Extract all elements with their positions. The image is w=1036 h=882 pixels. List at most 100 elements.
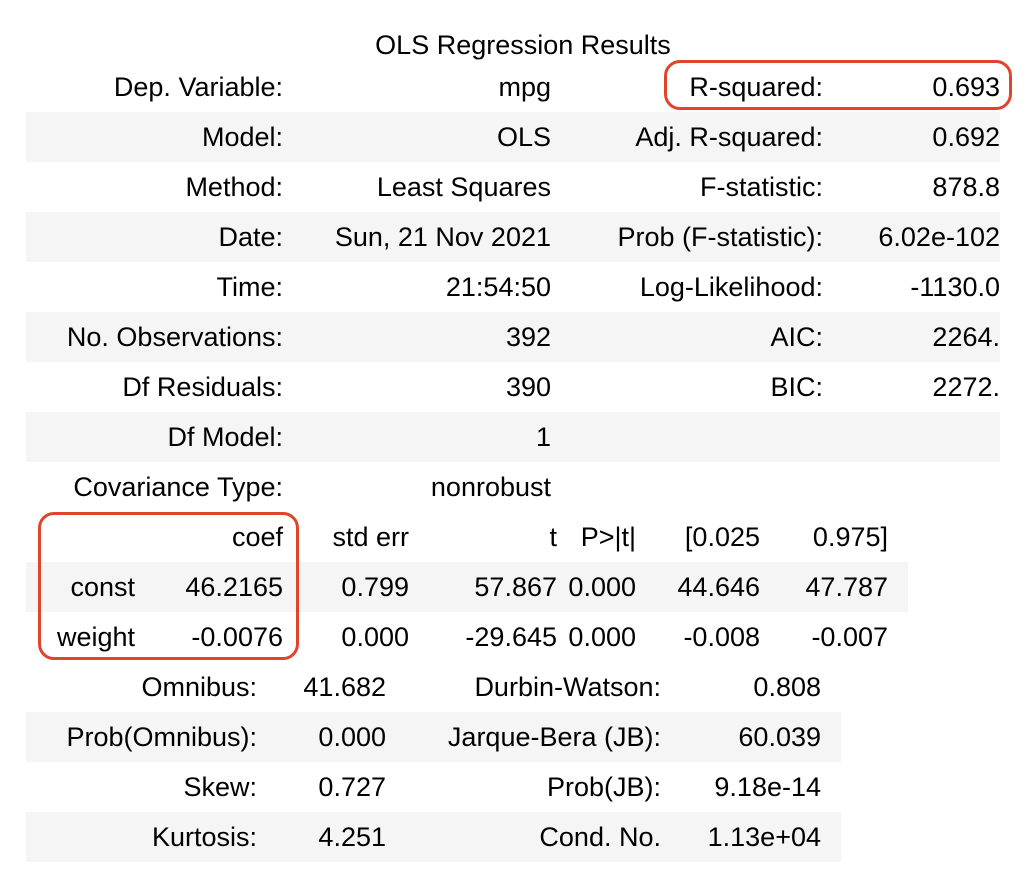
summary-label: No. Observations: [26, 312, 283, 362]
diagnostic-value: 41.682 [303, 672, 386, 702]
summary-value: 0.692 [823, 112, 1000, 162]
summary-label: F-statistic: [699, 172, 823, 202]
diagnostic-value: 1.13e+04 [661, 812, 821, 862]
table-cell: -0.007 [811, 622, 888, 652]
column-header: 0.975] [812, 522, 888, 552]
diagnostic-label: Skew: [183, 772, 257, 802]
summary-label: BIC: [770, 372, 823, 402]
table-row: Omnibus: 41.682 Durbin-Watson: 0.808 [26, 662, 841, 712]
table-row: Model: OLS Adj. R-squared: 0.692 [26, 112, 1000, 162]
summary-value: 390 [505, 372, 551, 402]
summary-label: Df Residuals: [122, 372, 283, 402]
table-cell: 0.799 [283, 562, 409, 612]
diagnostic-label: Prob(JB): [546, 772, 661, 802]
summary-value: mpg [498, 72, 551, 102]
summary-value: 21:54:50 [445, 272, 551, 302]
table-spacer [821, 712, 841, 762]
summary-value: 6.02e-102 [823, 212, 1000, 262]
summary-value: OLS [283, 112, 551, 162]
summary-label: Log-Likelihood: [639, 272, 823, 302]
row-label: weight [56, 622, 135, 652]
summary-label: Covariance Type: [73, 472, 283, 502]
summary-label: Df Model: [26, 412, 283, 462]
table-spacer [821, 662, 841, 712]
summary-value: 0.693 [932, 72, 1000, 102]
column-header [26, 512, 135, 562]
table-row: Df Model: 1 [26, 412, 1000, 462]
summary-value: 2272. [932, 372, 1000, 402]
diagnostic-value: 0.808 [753, 672, 821, 702]
diagnostic-label: Prob(Omnibus): [26, 712, 257, 762]
diagnostic-label: Kurtosis: [26, 812, 257, 862]
summary-value: -1130.0 [910, 272, 1000, 302]
table-row: Kurtosis: 4.251 Cond. No. 1.13e+04 [26, 812, 841, 862]
table-cell: 0.000 [568, 622, 636, 652]
table-row: Dep. Variable: mpg R-squared: 0.693 [26, 62, 1000, 112]
column-header: std err [332, 522, 409, 552]
summary-label: Model: [26, 112, 283, 162]
summary-value: 392 [283, 312, 551, 362]
summary-value: 878.8 [932, 172, 1000, 202]
table-cell: 0.000 [557, 562, 636, 612]
diagnostic-value: 4.251 [257, 812, 386, 862]
table-row: Skew: 0.727 Prob(JB): 9.18e-14 [26, 762, 841, 812]
summary-label: Adj. R-squared: [551, 112, 823, 162]
table-cell: 44.646 [636, 562, 760, 612]
coefficient-table: coef std err t P>|t| [0.025 0.975] const… [26, 512, 908, 662]
table-row: const 46.2165 0.799 57.867 0.000 44.646 … [26, 562, 908, 612]
summary-value: 2264. [823, 312, 1000, 362]
summary-label [551, 412, 823, 462]
table-row: Time: 21:54:50 Log-Likelihood: -1130.0 [26, 262, 1001, 312]
table-cell: 47.787 [760, 562, 888, 612]
summary-value [823, 412, 1000, 462]
table-row: Date: Sun, 21 Nov 2021 Prob (F-statistic… [26, 212, 1000, 262]
table-header-row: coef std err t P>|t| [0.025 0.975] [26, 512, 908, 562]
table-cell: 57.867 [409, 562, 557, 612]
diagnostic-value: 9.18e-14 [714, 772, 821, 802]
summary-value: Least Squares [376, 172, 551, 202]
model-summary-table: Dep. Variable: mpg R-squared: 0.693 Mode… [26, 62, 1000, 512]
column-header: P>|t| [580, 522, 636, 552]
summary-value: Sun, 21 Nov 2021 [283, 212, 551, 262]
summary-label: Prob (F-statistic): [551, 212, 823, 262]
summary-label: Time: [216, 272, 284, 302]
table-spacer [888, 562, 908, 612]
table-spacer [821, 812, 841, 862]
table-caption: OLS Regression Results [375, 30, 671, 60]
table-cell: 0.000 [341, 622, 409, 652]
table-spacer [821, 762, 841, 812]
diagnostic-label: Cond. No. [386, 812, 661, 862]
summary-value: 1 [283, 412, 551, 462]
table-cell: -0.008 [683, 622, 760, 652]
table-spacer [888, 612, 908, 662]
diagnostic-value: 60.039 [661, 712, 821, 762]
diagnostics-table: Omnibus: 41.682 Durbin-Watson: 0.808 Pro… [26, 662, 841, 862]
summary-label: Date: [26, 212, 283, 262]
table-row: Covariance Type: nonrobust [26, 462, 1000, 512]
table-cell: -0.0076 [191, 622, 283, 652]
diagnostic-label: Omnibus: [141, 672, 257, 702]
summary-label: Dep. Variable: [113, 72, 283, 102]
table-row: weight -0.0076 0.000 -29.645 0.000 -0.00… [26, 612, 908, 662]
table-row: Df Residuals: 390 BIC: 2272. [26, 362, 1000, 412]
table-spacer [888, 512, 908, 562]
summary-label: Method: [185, 172, 283, 202]
table-row: Prob(Omnibus): 0.000 Jarque-Bera (JB): 6… [26, 712, 841, 762]
diagnostic-value: 0.000 [257, 712, 386, 762]
column-header: coef [231, 522, 283, 552]
summary-value [823, 462, 1000, 512]
diagnostic-label: Jarque-Bera (JB): [386, 712, 661, 762]
summary-label: AIC: [551, 312, 823, 362]
diagnostic-value: 0.727 [318, 772, 386, 802]
table-row: Method: Least Squares F-statistic: 878.8 [26, 162, 1000, 212]
summary-label [551, 462, 823, 512]
table-row: No. Observations: 392 AIC: 2264. [26, 312, 1000, 362]
column-header: [0.025 [684, 522, 760, 552]
summary-label: R-squared: [689, 72, 823, 102]
diagnostic-label: Durbin-Watson: [474, 672, 661, 702]
table-cell: 46.2165 [135, 562, 283, 612]
table-cell: -29.645 [465, 622, 557, 652]
row-label: const [26, 562, 135, 612]
column-header: t [549, 522, 557, 552]
summary-value: nonrobust [430, 472, 551, 502]
